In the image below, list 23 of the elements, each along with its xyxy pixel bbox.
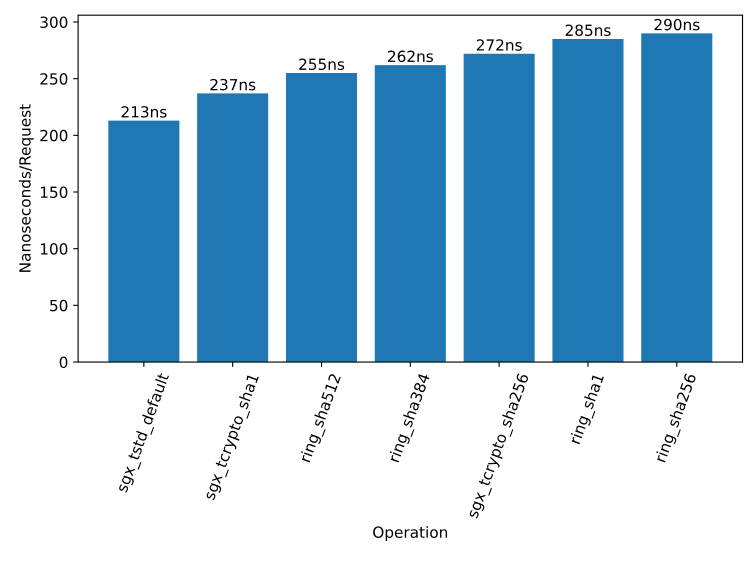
data-label: 262ns [388,50,433,62]
y-axis-title: Nanoseconds/Request [18,104,34,272]
data-label: 290ns [654,18,700,30]
y-tick-label: 300 [40,16,68,28]
x-axis-title: Operation [373,526,448,541]
y-tick-label: 0 [60,356,68,368]
y-tick-label: 250 [40,73,68,85]
y-tick-label: 100 [40,243,68,255]
bar [108,120,180,362]
data-label: 285ns [566,24,611,36]
bar [552,39,624,362]
data-label: 272ns [476,39,522,51]
data-label: 237ns [210,78,256,90]
bar [374,65,446,362]
y-tick-label: 200 [40,130,68,142]
y-tick-label: 50 [50,300,68,312]
bar [464,54,535,362]
data-label: 213ns [122,106,167,118]
y-tick-label: 150 [40,186,68,198]
data-label: 255ns [299,58,344,70]
bar [641,33,712,362]
bar [286,73,358,362]
bar [197,93,268,362]
